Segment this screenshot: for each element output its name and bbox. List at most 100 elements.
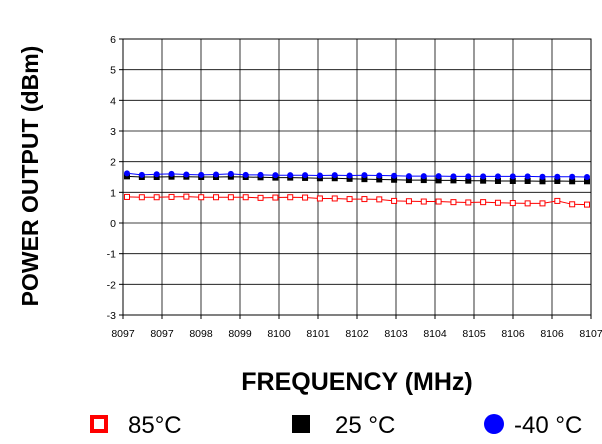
data-point — [316, 172, 323, 179]
data-point — [124, 170, 130, 177]
data-point — [272, 172, 279, 179]
data-point — [420, 198, 427, 205]
x-tick-label: 8106 — [540, 328, 564, 340]
x-tick-label: 8102 — [345, 328, 369, 340]
data-point — [376, 196, 383, 203]
data-point — [361, 172, 368, 179]
y-tick-label: 3 — [110, 126, 116, 138]
data-point — [287, 172, 294, 179]
legend-marker-25c — [292, 415, 310, 433]
y-tick-label: 5 — [110, 65, 116, 77]
data-point — [480, 177, 487, 184]
data-point — [376, 172, 383, 179]
data-point — [227, 194, 234, 201]
data-point — [316, 195, 323, 202]
data-point — [435, 177, 442, 184]
data-point — [450, 177, 457, 184]
data-point — [480, 199, 487, 206]
legend-marker-85c — [90, 415, 108, 433]
data-point — [361, 196, 368, 203]
legend-item-25c: 25 °C — [292, 412, 395, 439]
data-point — [420, 177, 427, 184]
data-point — [257, 194, 264, 201]
x-tick-label: 8107 — [579, 328, 602, 340]
data-point — [494, 177, 501, 184]
legend-item-85c: 85°C — [90, 412, 182, 439]
y-axis-ticks: -3 -2 -1 0 1 2 3 4 5 6 — [107, 34, 123, 322]
data-point — [331, 195, 338, 202]
data-point — [331, 175, 338, 182]
data-point — [183, 193, 190, 200]
y-tick-label: -2 — [107, 279, 116, 291]
data-point — [569, 201, 576, 208]
data-point — [584, 174, 590, 180]
series-0 — [124, 193, 590, 208]
data-point — [242, 171, 249, 178]
data-point — [405, 177, 412, 184]
data-point — [183, 171, 190, 178]
data-point — [584, 178, 590, 185]
data-point — [435, 173, 442, 180]
x-tick-label: 8105 — [462, 328, 486, 340]
data-point — [480, 173, 487, 180]
data-point — [168, 170, 175, 177]
y-axis-title: POWER OUTPUT (dBm) — [17, 46, 43, 307]
data-point — [213, 171, 220, 178]
data-point — [554, 173, 561, 180]
data-point — [153, 194, 160, 201]
legend-label-minus40c: -40 °C — [514, 412, 582, 439]
data-point — [138, 171, 145, 178]
y-tick-label: 0 — [110, 218, 116, 230]
data-point — [376, 176, 383, 183]
x-tick-label: 8106 — [501, 328, 525, 340]
x-axis-ticks: 8097 8097 8098 8099 8100 8101 8102 8103 8104 8105… — [111, 315, 602, 340]
data-point — [227, 170, 234, 177]
legend-item-minus40c: -40 °C — [484, 412, 582, 439]
data-point — [584, 201, 590, 208]
data-point — [420, 173, 427, 180]
data-point — [494, 199, 501, 206]
data-point — [242, 194, 249, 201]
data-point — [361, 176, 368, 183]
data-point — [124, 193, 130, 200]
data-point — [302, 172, 309, 179]
x-tick-label: 8104 — [423, 328, 447, 340]
data-point — [569, 173, 576, 180]
data-point — [554, 177, 561, 184]
data-point — [391, 176, 398, 183]
data-point — [287, 194, 294, 201]
y-tick-label: 1 — [110, 187, 116, 199]
data-point — [257, 171, 264, 178]
data-point — [391, 197, 398, 204]
data-point — [435, 198, 442, 205]
data-point — [539, 173, 546, 180]
data-point — [405, 198, 412, 205]
data-point — [524, 200, 531, 207]
x-tick-label: 8097 — [111, 328, 135, 340]
x-tick-label: 8100 — [267, 328, 291, 340]
x-tick-label: 8098 — [189, 328, 213, 340]
data-point — [168, 193, 175, 200]
y-tick-label: -1 — [107, 249, 116, 261]
x-axis-title: FREQUENCY (MHz) — [241, 368, 472, 396]
data-point — [509, 177, 516, 184]
y-tick-label: -3 — [107, 310, 116, 322]
data-point — [509, 200, 516, 207]
data-point — [405, 173, 412, 180]
data-point — [272, 194, 279, 201]
x-tick-label: 8101 — [306, 328, 330, 340]
legend-marker-minus40c — [484, 414, 504, 434]
legend-label-85c: 85°C — [128, 412, 182, 439]
series-group — [124, 170, 590, 208]
data-point — [539, 200, 546, 207]
x-tick-label: 8103 — [384, 328, 408, 340]
data-point — [450, 199, 457, 206]
data-point — [346, 196, 353, 203]
data-point — [138, 194, 145, 201]
data-point — [509, 173, 516, 180]
x-tick-label: 8097 — [150, 328, 174, 340]
data-point — [391, 172, 398, 179]
legend: 85°C 25 °C -40 °C — [90, 412, 582, 439]
data-point — [465, 173, 472, 180]
